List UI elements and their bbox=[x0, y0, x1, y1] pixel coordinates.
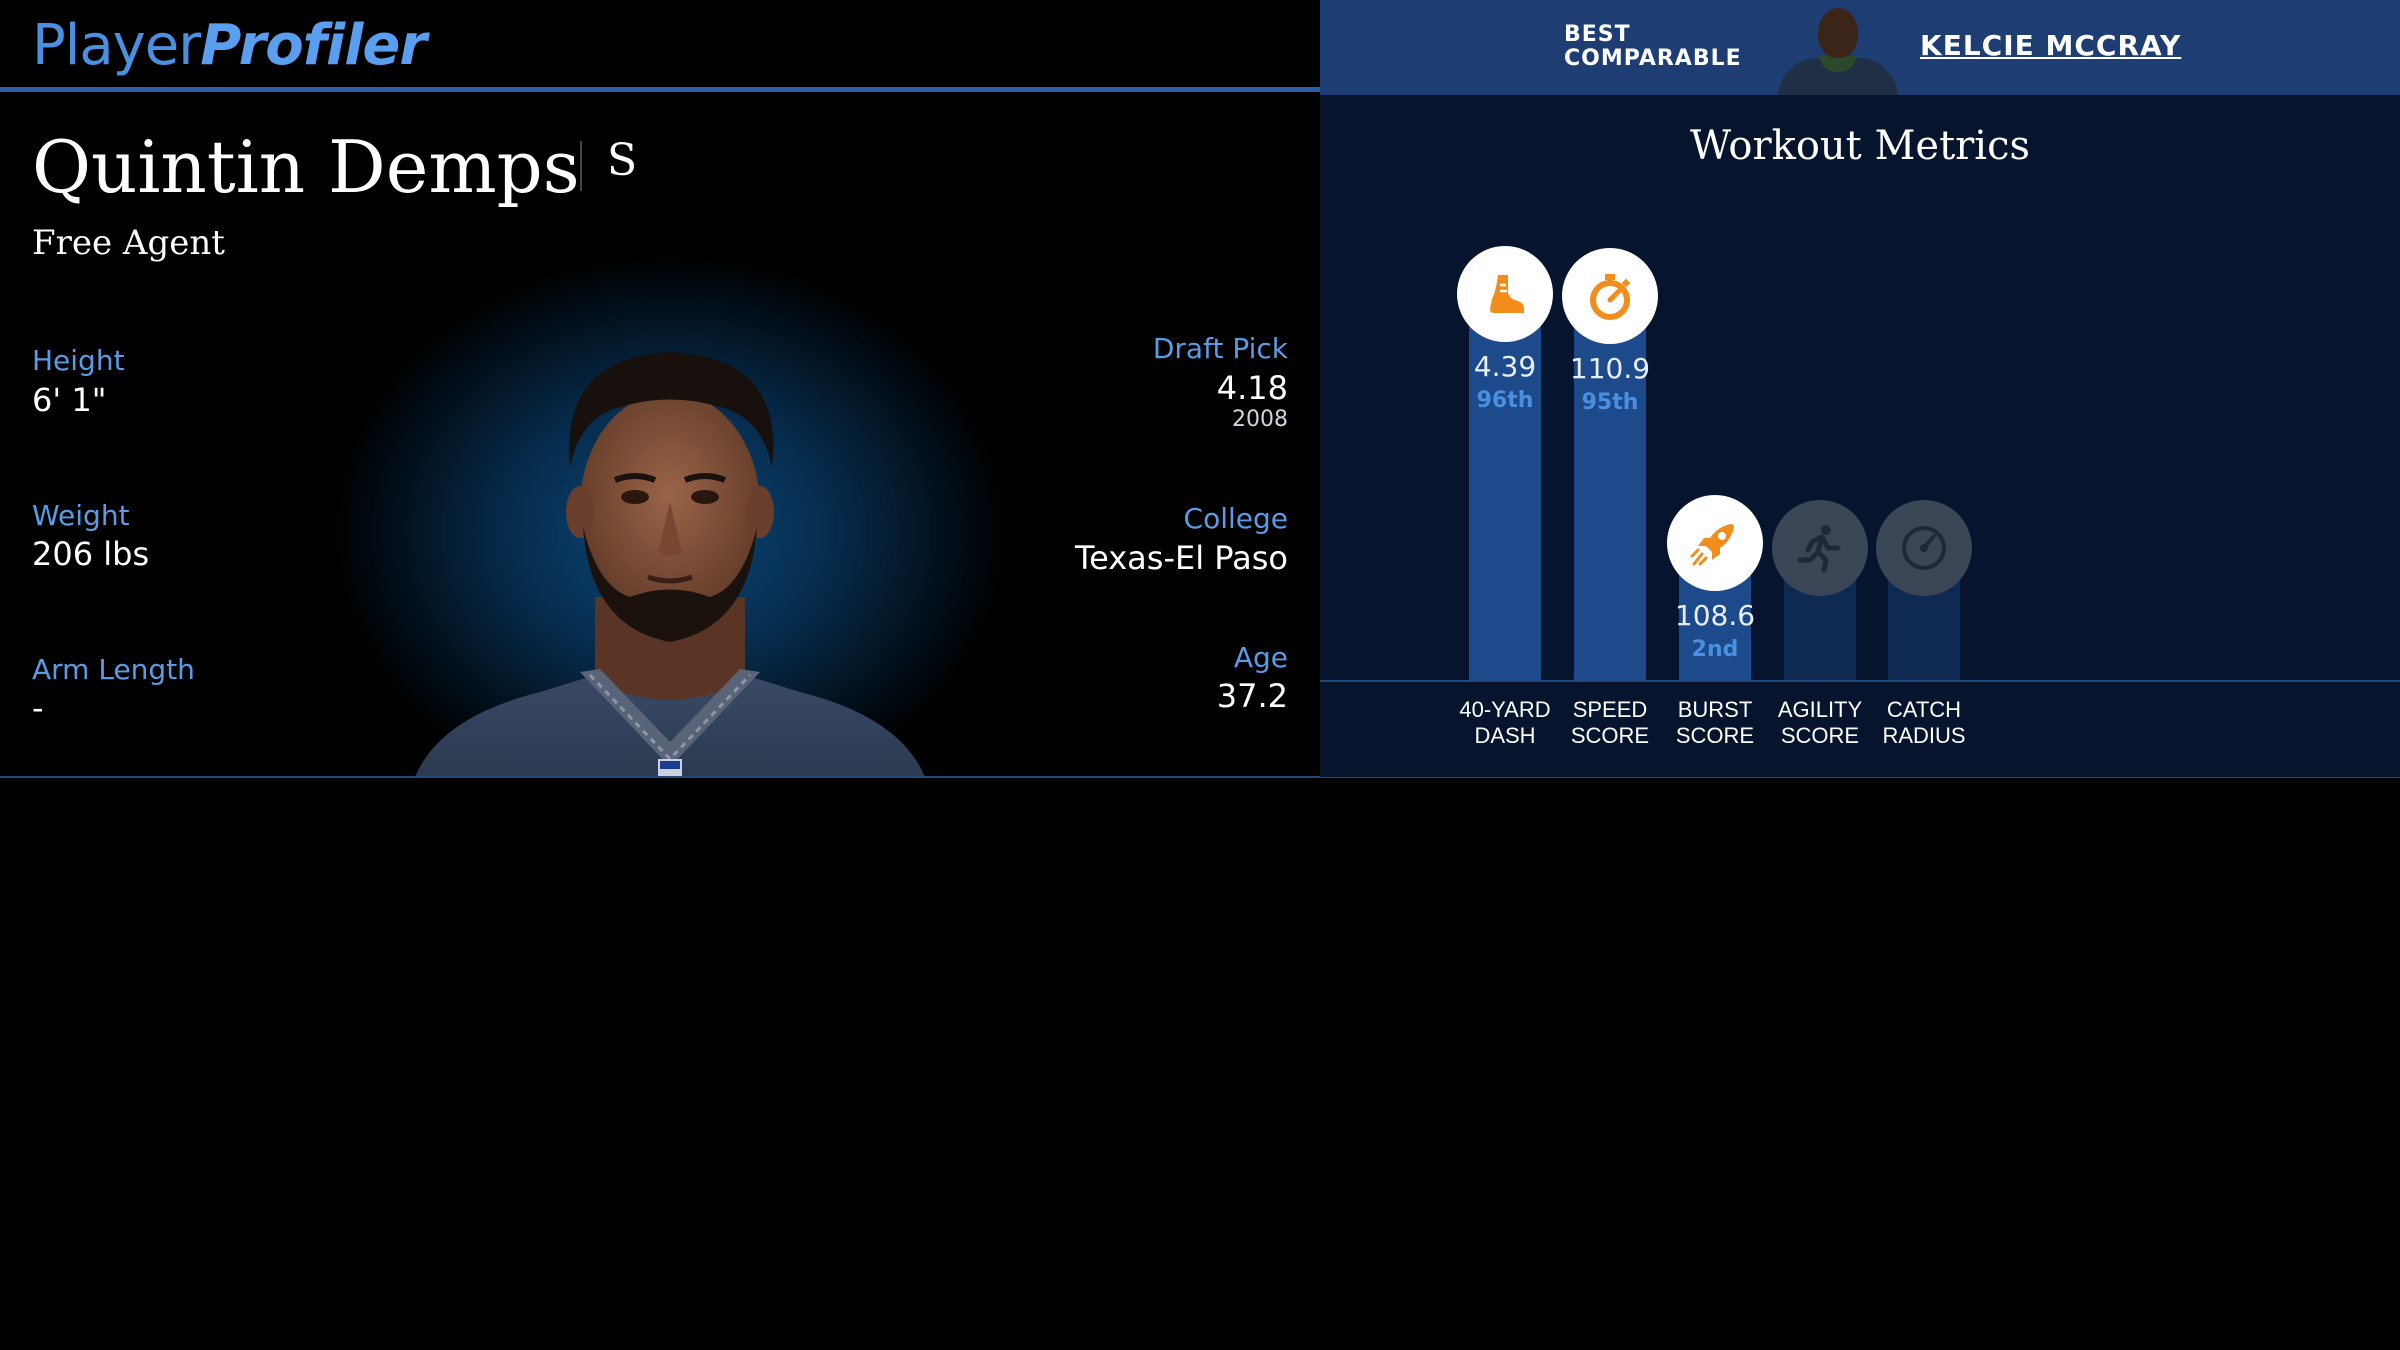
age-value: 37.2 bbox=[1216, 677, 1288, 715]
metric-value: 110.9 bbox=[1569, 352, 1651, 385]
best-comparable-bar: BEST COMPARABLE KELCIE MCCRAY bbox=[1320, 0, 2400, 95]
chart-baseline bbox=[1320, 680, 2400, 682]
runner-icon bbox=[1772, 500, 1868, 596]
best-comparable-link[interactable]: KELCIE MCCRAY bbox=[1920, 29, 2182, 62]
site-header: PlayerProfiler bbox=[0, 0, 1320, 92]
metric-label: CATCH RADIUS bbox=[1882, 697, 1966, 748]
panel-divider-line bbox=[0, 776, 2400, 778]
weight-label: Weight bbox=[32, 499, 130, 532]
rocket-icon bbox=[1667, 495, 1763, 591]
player-info-panel: Quintin Demps S Free Agent Height 6' 1" … bbox=[0, 97, 1320, 777]
position-divider bbox=[580, 141, 582, 191]
best-comparable-label: BEST COMPARABLE bbox=[1564, 22, 1742, 71]
metric-label: AGILITY SCORE bbox=[1777, 697, 1863, 748]
player-position: S bbox=[607, 135, 638, 186]
metric-label: SPEED SCORE bbox=[1570, 697, 1650, 748]
metric-value: 4.39 bbox=[1473, 350, 1537, 383]
metric-percentile: 95th bbox=[1581, 390, 1639, 415]
metric-bar bbox=[1469, 326, 1541, 680]
arm-length-label: Arm Length bbox=[32, 653, 195, 686]
metric-label: 40-YARD DASH bbox=[1459, 697, 1551, 748]
draft-pick-value: 4.18 bbox=[1216, 369, 1288, 407]
metric-bar bbox=[1574, 328, 1646, 680]
metric-bar bbox=[1784, 580, 1856, 680]
player-team: Free Agent bbox=[32, 223, 225, 263]
stopwatch-icon bbox=[1562, 248, 1658, 344]
player-name: Quintin Demps bbox=[32, 125, 580, 209]
logo-word-profiler: Profiler bbox=[200, 13, 427, 78]
running-shoe-icon bbox=[1457, 246, 1553, 342]
logo-word-player: Player bbox=[32, 13, 201, 78]
metric-bar bbox=[1888, 580, 1960, 680]
metric-value: 108.6 bbox=[1674, 599, 1756, 632]
height-label: Height bbox=[32, 344, 125, 377]
college-label: College bbox=[1183, 502, 1288, 535]
college-value: Texas-El Paso bbox=[1075, 539, 1288, 577]
workout-metrics-panel: Workout Metrics 4.39 96th 40-YARD DASH 110.9… bbox=[1320, 95, 2400, 777]
draft-year: 2008 bbox=[1232, 407, 1288, 432]
arm-length-value: - bbox=[32, 689, 44, 727]
age-label: Age bbox=[1233, 641, 1288, 674]
height-value: 6' 1" bbox=[32, 381, 107, 419]
metric-percentile: 96th bbox=[1476, 388, 1534, 413]
workout-metrics-title: Workout Metrics bbox=[1689, 123, 2031, 169]
player-headshot bbox=[415, 352, 925, 777]
radius-gauge-icon bbox=[1876, 500, 1972, 596]
draft-pick-label: Draft Pick bbox=[1152, 332, 1288, 365]
metric-label: BURST SCORE bbox=[1675, 697, 1755, 748]
comparable-player-photo bbox=[1772, 6, 1902, 95]
metric-bar bbox=[1679, 575, 1751, 680]
metric-percentile: 2nd bbox=[1691, 637, 1739, 662]
playerprofiler-logo[interactable]: PlayerProfiler bbox=[32, 12, 427, 80]
weight-value: 206 lbs bbox=[32, 535, 150, 573]
